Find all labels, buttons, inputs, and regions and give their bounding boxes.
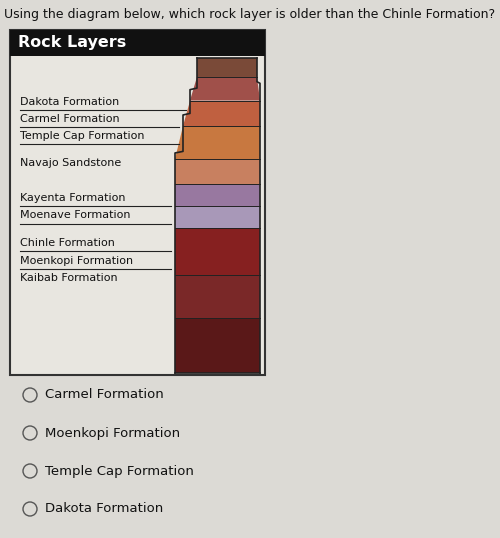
Polygon shape xyxy=(175,159,260,184)
Polygon shape xyxy=(197,58,257,77)
Text: Navajo Sandstone: Navajo Sandstone xyxy=(20,158,121,168)
Text: Temple Cap Formation: Temple Cap Formation xyxy=(20,131,144,141)
Text: Moenkopi Formation: Moenkopi Formation xyxy=(20,256,133,266)
Polygon shape xyxy=(190,77,260,101)
Text: Kaibab Formation: Kaibab Formation xyxy=(20,273,117,282)
Polygon shape xyxy=(175,228,260,275)
Text: Carmel Formation: Carmel Formation xyxy=(20,114,119,124)
Polygon shape xyxy=(175,126,260,159)
Text: Rock Layers: Rock Layers xyxy=(18,36,126,51)
Text: Moenkopi Formation: Moenkopi Formation xyxy=(45,427,180,440)
Text: Dakota Formation: Dakota Formation xyxy=(45,502,163,515)
Text: Kayenta Formation: Kayenta Formation xyxy=(20,193,126,203)
Polygon shape xyxy=(175,206,260,228)
Text: Temple Cap Formation: Temple Cap Formation xyxy=(45,464,194,478)
Text: Carmel Formation: Carmel Formation xyxy=(45,388,164,401)
Text: Chinle Formation: Chinle Formation xyxy=(20,238,115,249)
Text: Using the diagram below, which rock layer is older than the Chinle Formation?: Using the diagram below, which rock laye… xyxy=(4,8,496,21)
Polygon shape xyxy=(175,184,260,206)
FancyBboxPatch shape xyxy=(10,30,265,375)
Text: Dakota Formation: Dakota Formation xyxy=(20,97,119,107)
Polygon shape xyxy=(183,101,260,126)
Polygon shape xyxy=(175,275,260,318)
FancyBboxPatch shape xyxy=(10,30,265,56)
Text: Moenave Formation: Moenave Formation xyxy=(20,210,130,221)
Polygon shape xyxy=(175,318,260,373)
